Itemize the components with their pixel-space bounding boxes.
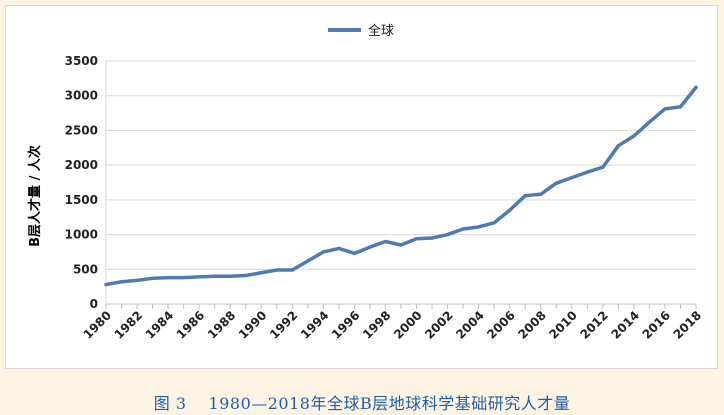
- data-point: [554, 181, 558, 185]
- figure-caption: 图 3 1980—2018年全球B层地球科学基础研究人才量: [0, 390, 724, 414]
- x-tick-label: 2006: [484, 308, 518, 342]
- data-point: [337, 246, 341, 251]
- data-point: [104, 282, 108, 287]
- data-point: [119, 280, 124, 284]
- data-point: [166, 276, 170, 280]
- y-tick-label: 500: [73, 262, 98, 276]
- x-tick-label: 2002: [422, 308, 456, 342]
- data-point: [601, 165, 605, 169]
- axes: 0 500 1000 1500 2000 2500 3000 3500 198019821984…: [65, 54, 705, 342]
- data-point: [414, 237, 419, 241]
- data-point: [182, 276, 186, 280]
- data-point: [228, 274, 232, 278]
- data-point: [663, 107, 667, 111]
- data-point: [694, 85, 698, 89]
- x-tick-label: 2012: [577, 308, 611, 342]
- data-point: [539, 192, 543, 196]
- x-tick-label: 2008: [515, 308, 549, 342]
- x-tick-label: 1998: [360, 308, 394, 342]
- y-tick-label: 3000: [65, 89, 98, 103]
- chart-panel: 0 500 1000 1500 2000 2500 3000 3500 1980 1982 1984…: [5, 5, 718, 369]
- y-tick-label: 2500: [65, 123, 98, 137]
- data-point: [150, 276, 155, 280]
- figure-number: 图 3: [153, 394, 187, 413]
- x-tick-label: 2010: [546, 308, 580, 342]
- data-point: [197, 275, 201, 279]
- data-point: [445, 232, 450, 237]
- data-point: [399, 243, 403, 247]
- data-point: [383, 239, 388, 244]
- y-tick-label: 2000: [65, 158, 98, 172]
- y-tick-label: 3500: [65, 54, 98, 68]
- data-point: [632, 134, 636, 138]
- grid-lines: [106, 60, 696, 270]
- data-point: [368, 245, 372, 249]
- line-chart: 0 500 1000 1500 2000 2500 3000 3500 198019821984…: [27, 23, 705, 342]
- y-tick-label: 1000: [65, 228, 98, 242]
- data-point: [508, 208, 512, 212]
- data-point: [321, 250, 325, 254]
- data-point: [259, 271, 263, 275]
- x-tick-label: 1982: [112, 308, 146, 342]
- data-point: [616, 144, 620, 148]
- data-point: [678, 105, 683, 109]
- data-point: [244, 273, 248, 278]
- y-tick-label: 1500: [65, 193, 98, 207]
- data-point: [275, 268, 279, 272]
- data-point: [213, 274, 217, 278]
- x-tick-label: 1994: [298, 308, 332, 342]
- y-tick-label: 0: [90, 297, 98, 311]
- data-point: [477, 225, 481, 229]
- x-tick-label: 2018: [671, 308, 705, 342]
- data-point: [647, 120, 652, 124]
- x-tick-label: 2004: [453, 308, 487, 342]
- x-tick-label: 2014: [608, 308, 642, 342]
- x-tick-label: 1992: [267, 308, 301, 342]
- series-line: [104, 85, 698, 287]
- data-point: [290, 268, 294, 272]
- legend-label: 全球: [368, 23, 394, 39]
- x-tick-label: 2016: [640, 308, 674, 342]
- data-point: [570, 176, 574, 180]
- data-point: [306, 259, 310, 263]
- data-point: [430, 236, 434, 240]
- x-tick-label: 1984: [143, 308, 177, 342]
- x-tick-label: 1990: [236, 308, 270, 342]
- legend: 全球: [328, 23, 394, 39]
- series-layer: [104, 85, 698, 287]
- data-point: [352, 251, 357, 255]
- y-axis-label: B层人才量 / 人次: [27, 145, 43, 247]
- data-point: [135, 278, 139, 282]
- x-tick-label: 1996: [329, 308, 363, 342]
- x-tick-label: 1986: [174, 308, 208, 342]
- x-tick-label: 1980: [81, 308, 115, 342]
- data-point: [461, 227, 465, 231]
- data-point: [492, 221, 496, 225]
- caption-text: 1980—2018年全球B层地球科学基础研究人才量: [208, 394, 571, 413]
- data-point: [523, 194, 527, 198]
- x-tick-label: 1988: [205, 308, 239, 342]
- x-tick-label: 2000: [391, 308, 425, 342]
- data-point: [585, 170, 589, 174]
